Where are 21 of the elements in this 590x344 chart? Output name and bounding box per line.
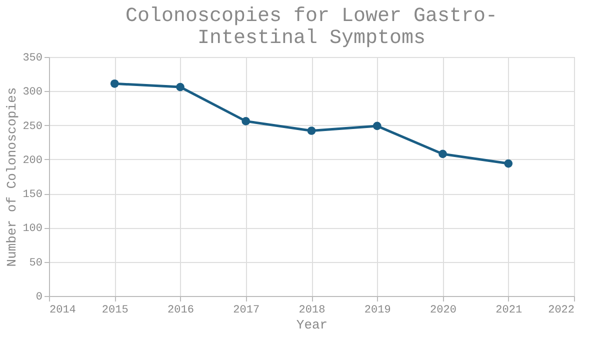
y-tick-label: 200 [22, 154, 42, 167]
x-axis-title: Year [296, 318, 328, 332]
y-tick-label: 300 [22, 86, 42, 99]
x-tick-label: 2022 [548, 304, 574, 316]
x-tick-label: 2021 [496, 304, 522, 316]
y-tick-label: 150 [22, 189, 42, 202]
y-tick-label: 100 [22, 223, 42, 236]
x-tick-label: 2017 [233, 304, 260, 316]
text: Intestinal Symptoms [197, 27, 426, 50]
text: Colonoscopies for Lower Gastro- [125, 5, 498, 28]
x-tick-label: 2020 [430, 304, 456, 316]
x-tick-label: 2015 [102, 304, 128, 316]
y-tick-label: 0 [36, 292, 42, 304]
y-axis-title: Number of Colonoscopies [4, 87, 20, 267]
y-tick-label: 50 [29, 257, 42, 270]
x-tick-label: 2014 [50, 304, 76, 316]
x-tick-label: 2016 [168, 304, 194, 316]
x-tick-label: 2019 [364, 304, 391, 316]
x-tick-label: 2018 [298, 304, 326, 316]
y-tick-label: 250 [22, 120, 42, 133]
y-tick-label: 350 [22, 52, 42, 64]
